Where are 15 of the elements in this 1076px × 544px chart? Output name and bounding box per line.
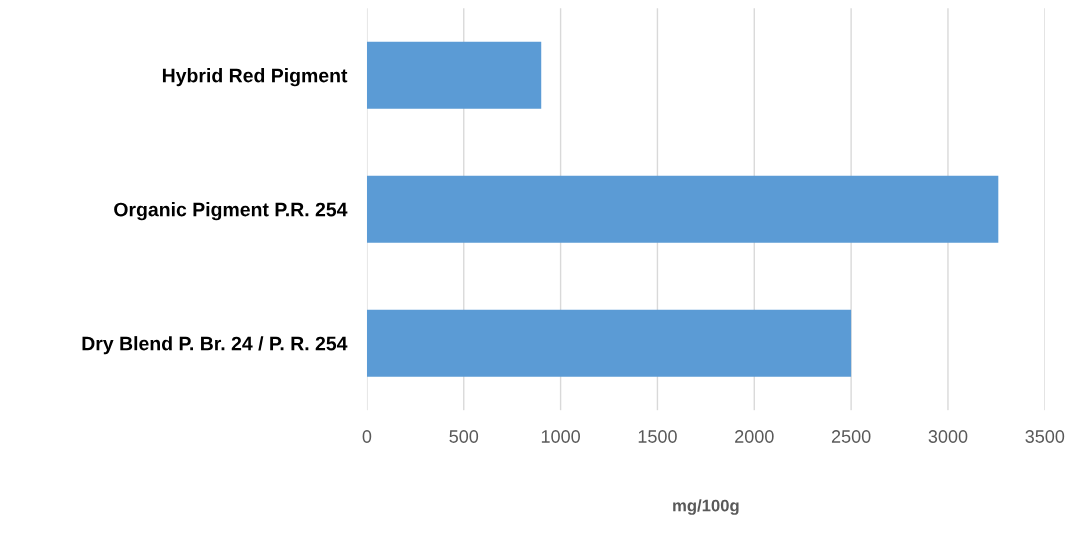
x-tick-label: 2000 (735, 430, 774, 443)
x-tick-label: 1000 (541, 430, 580, 443)
x-tick-label: 500 (449, 430, 479, 443)
bar (366, 309, 852, 377)
x-tick-label: 3000 (928, 430, 968, 443)
x-axis-title: mg/100g (673, 499, 739, 515)
y-tick-label: Organic Pigment P.R. 254 (114, 202, 348, 221)
x-tick-label: 2500 (831, 430, 871, 443)
bar (366, 175, 999, 243)
x-tick-label: 1500 (638, 430, 677, 443)
x-tick-label: 3500 (1025, 430, 1065, 443)
x-tick-label: 0 (362, 430, 372, 443)
y-tick-label: Dry Blend P. Br. 24 / P. R. 254 (82, 336, 348, 355)
bar (366, 41, 542, 109)
y-tick-label: Hybrid Red Pigment (162, 68, 348, 87)
